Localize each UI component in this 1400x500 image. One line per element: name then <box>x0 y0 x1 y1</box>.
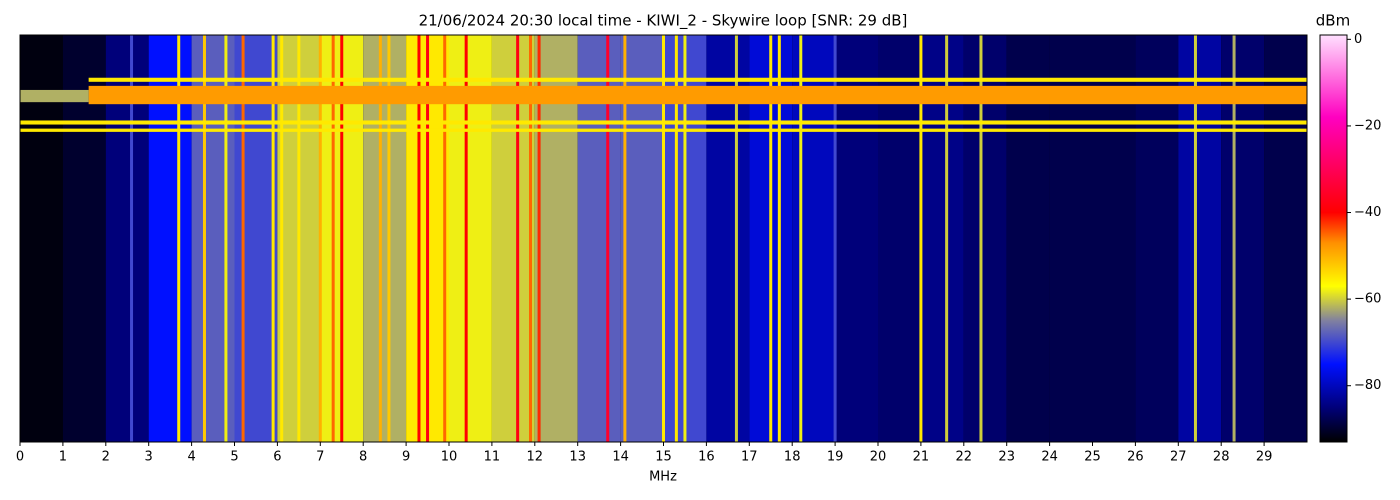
x-tick-label: 19 <box>827 450 844 465</box>
signal-line <box>177 35 181 442</box>
x-tick-label: 23 <box>998 450 1015 465</box>
colorbar-tick-label: 0 <box>1354 32 1362 47</box>
signal-line <box>331 35 335 442</box>
signal-line <box>443 35 447 442</box>
x-tick-label: 0 <box>16 450 24 465</box>
x-tick-label: 21 <box>913 450 930 465</box>
x-tick-label: 4 <box>187 450 195 465</box>
x-tick-label: 1 <box>59 450 67 465</box>
x-tick-label: 27 <box>1170 450 1187 465</box>
signal-line <box>919 35 923 442</box>
x-tick-label: 3 <box>145 450 153 465</box>
noise-band <box>20 89 89 103</box>
colorbar-tick-label: −60 <box>1354 292 1381 307</box>
spectrum-column <box>20 35 63 442</box>
colorbar-label: dBm <box>1316 12 1350 30</box>
colorbar-tick-label: −20 <box>1354 118 1381 133</box>
signal-line <box>1232 35 1236 442</box>
signal-line <box>1193 35 1197 442</box>
x-axis-label: MHz <box>649 470 677 485</box>
x-tick-label: 22 <box>956 450 973 465</box>
noise-band <box>88 77 1307 82</box>
x-tick-label: 13 <box>569 450 586 465</box>
x-tick-label: 29 <box>1256 450 1273 465</box>
signal-line <box>426 35 430 442</box>
signal-line <box>537 35 541 442</box>
x-tick-label: 26 <box>1127 450 1144 465</box>
x-tick-label: 14 <box>612 450 629 465</box>
x-tick-label: 8 <box>359 450 367 465</box>
signal-line <box>202 35 206 442</box>
x-tick-label: 24 <box>1041 450 1058 465</box>
signal-line <box>945 35 949 442</box>
signal-line <box>777 35 781 442</box>
colorbar-tick-label: −80 <box>1354 378 1381 393</box>
x-tick-label: 7 <box>316 450 324 465</box>
signal-line <box>224 35 228 442</box>
x-tick-label: 25 <box>1084 450 1101 465</box>
x-tick-label: 11 <box>484 450 501 465</box>
colorbar-tick-label: −40 <box>1354 205 1381 220</box>
signal-line <box>799 35 803 442</box>
x-tick-label: 17 <box>741 450 758 465</box>
x-tick-label: 2 <box>102 450 110 465</box>
signal-line <box>241 35 245 442</box>
signal-line <box>769 35 773 442</box>
signal-line <box>734 35 738 442</box>
signal-line <box>387 35 391 442</box>
signal-line <box>280 35 284 442</box>
signal-line <box>529 35 533 442</box>
x-tick-label: 15 <box>655 450 672 465</box>
x-tick-label: 9 <box>402 450 410 465</box>
signal-line <box>464 35 468 442</box>
colorbar <box>1319 34 1348 443</box>
noise-band <box>20 128 1307 132</box>
signal-line <box>340 35 344 442</box>
x-tick-label: 10 <box>441 450 458 465</box>
signal-line <box>417 35 421 442</box>
signal-line <box>623 35 627 442</box>
signal-line <box>683 35 687 442</box>
signal-line <box>297 35 301 442</box>
noise-band <box>20 120 1307 125</box>
signal-line <box>130 35 134 442</box>
signal-line <box>271 35 275 442</box>
signal-line <box>662 35 665 442</box>
chart-title: 21/06/2024 20:30 local time - KIWI_2 - S… <box>419 12 908 31</box>
signal-line <box>833 35 837 442</box>
signal-line <box>606 35 610 442</box>
x-tick-label: 16 <box>698 450 715 465</box>
signal-line <box>318 35 322 442</box>
x-tick-label: 20 <box>870 450 887 465</box>
x-tick-label: 12 <box>527 450 544 465</box>
noise-band <box>88 85 1307 105</box>
x-tick-label: 18 <box>784 450 801 465</box>
signal-line <box>516 35 520 442</box>
x-tick-label: 5 <box>230 450 238 465</box>
x-tick-label: 28 <box>1213 450 1230 465</box>
x-tick-label: 6 <box>273 450 281 465</box>
signal-line <box>979 35 983 442</box>
signal-line <box>674 35 678 442</box>
signal-line <box>378 35 382 442</box>
